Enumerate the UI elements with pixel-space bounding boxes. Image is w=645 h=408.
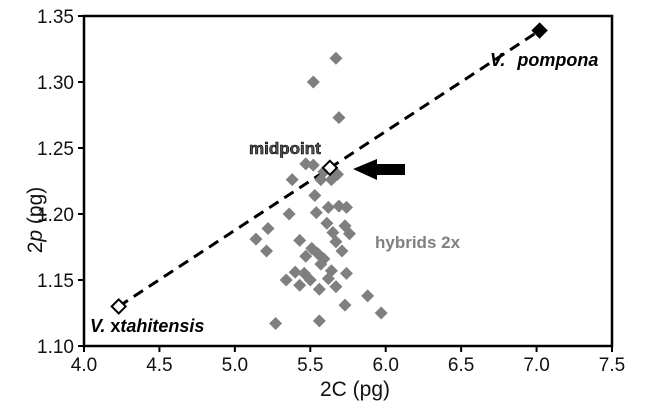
data-points — [110, 22, 548, 331]
hybrids-2x-point — [308, 189, 322, 203]
hybrids-2x-point — [288, 265, 302, 279]
hybrids-2x-point — [282, 207, 296, 221]
hybrids-2x-point — [260, 244, 274, 258]
y-axis-title-italic: p — [24, 230, 47, 243]
hybrids-2x-point — [306, 158, 320, 172]
hybrids-2x-point — [332, 111, 346, 125]
hybrids-2x-point — [312, 282, 326, 296]
y-axis-ticks: 1.10 1.15 1.20 1.25 1.30 1.35 — [37, 7, 84, 358]
hybrids-2x-point — [293, 233, 307, 247]
hybrids-2x-point — [314, 257, 328, 271]
hybrids-2x-point — [343, 227, 357, 241]
tahitensis-label-prefix: V. — [90, 316, 105, 336]
hybrids-2x-point — [299, 249, 313, 263]
tahitensis-label: V. xtahitensis — [90, 316, 204, 336]
x-tick-label: 7.0 — [523, 355, 549, 376]
hybrids-2x-point — [309, 206, 323, 220]
pompona-label-name: pompona — [516, 50, 598, 70]
hybrids-2x-point — [361, 289, 375, 303]
y-tick-label: 1.30 — [37, 73, 74, 94]
plot-border — [82, 14, 614, 348]
x-tick-label: 7.5 — [599, 355, 625, 376]
hybrids-2x-point — [312, 314, 326, 328]
x-tick-label: 4.5 — [146, 355, 172, 376]
hybrids-2x-point — [329, 51, 343, 65]
hybrids-2x-point — [329, 235, 343, 249]
hybrids-2x-point — [320, 216, 334, 230]
tahitensis-label-name: tahitensis — [120, 316, 204, 336]
x-tick-label: 5.5 — [297, 355, 323, 376]
y-tick-label: 1.15 — [37, 271, 74, 292]
hybrids-2x-point — [339, 266, 353, 280]
x-tick-label: 4.0 — [71, 355, 97, 376]
y-tick-label: 1.25 — [37, 139, 74, 160]
hybrids-2x-point — [249, 232, 263, 246]
x-tick-label: 6.0 — [373, 355, 399, 376]
hybrids-2x-point — [279, 273, 293, 287]
plot-frame — [82, 14, 614, 348]
pompona-label-prefix: V. — [490, 50, 505, 70]
hybrids-2x-point — [285, 173, 299, 187]
y-tick-label: 1.35 — [37, 7, 74, 28]
midpoint-point — [321, 159, 339, 177]
v-xtahitensis-point — [110, 297, 128, 315]
hybrids-2x-point — [338, 298, 352, 312]
hybrids-2x-point — [321, 272, 335, 286]
hybrids-2x-point — [314, 173, 328, 187]
y-tick-label: 1.10 — [37, 337, 74, 358]
y-axis-title-main: 2 — [24, 242, 47, 254]
hybrids-2x-point — [269, 317, 283, 331]
midpoint-label: midpoint — [249, 139, 321, 158]
hybrids-2x-point — [306, 75, 320, 89]
y-axis-title: 2p (pg) — [24, 187, 47, 254]
x-axis-title: 2C (pg) — [320, 378, 390, 401]
hybrids-2x-point — [374, 306, 388, 320]
y-axis-title-unit: (pg) — [24, 187, 47, 230]
hybrids-2x-point — [261, 222, 275, 236]
tahitensis-label-x: x — [105, 316, 120, 336]
pompona-label: V. pompona — [490, 50, 598, 70]
hybrids-2x-point — [339, 200, 353, 214]
midpoint-arrow-icon — [353, 159, 405, 180]
x-tick-label: 6.5 — [448, 355, 474, 376]
y-tick-label: 1.20 — [37, 205, 74, 226]
hybrids-2x-point — [329, 280, 343, 294]
hybrids-2x-point — [293, 278, 307, 292]
hybrids-label: hybrids 2x — [375, 233, 461, 252]
x-axis-ticks: 4.0 4.5 5.0 5.5 6.0 6.5 7.0 7.5 — [71, 346, 625, 376]
hybrids-2x-point — [321, 200, 335, 214]
hybrids-2x-point — [335, 244, 349, 258]
v-pompona-point — [531, 22, 548, 39]
hybrids-2x-point — [303, 273, 317, 287]
x-tick-label: 5.0 — [222, 355, 248, 376]
trend-line — [117, 29, 541, 308]
